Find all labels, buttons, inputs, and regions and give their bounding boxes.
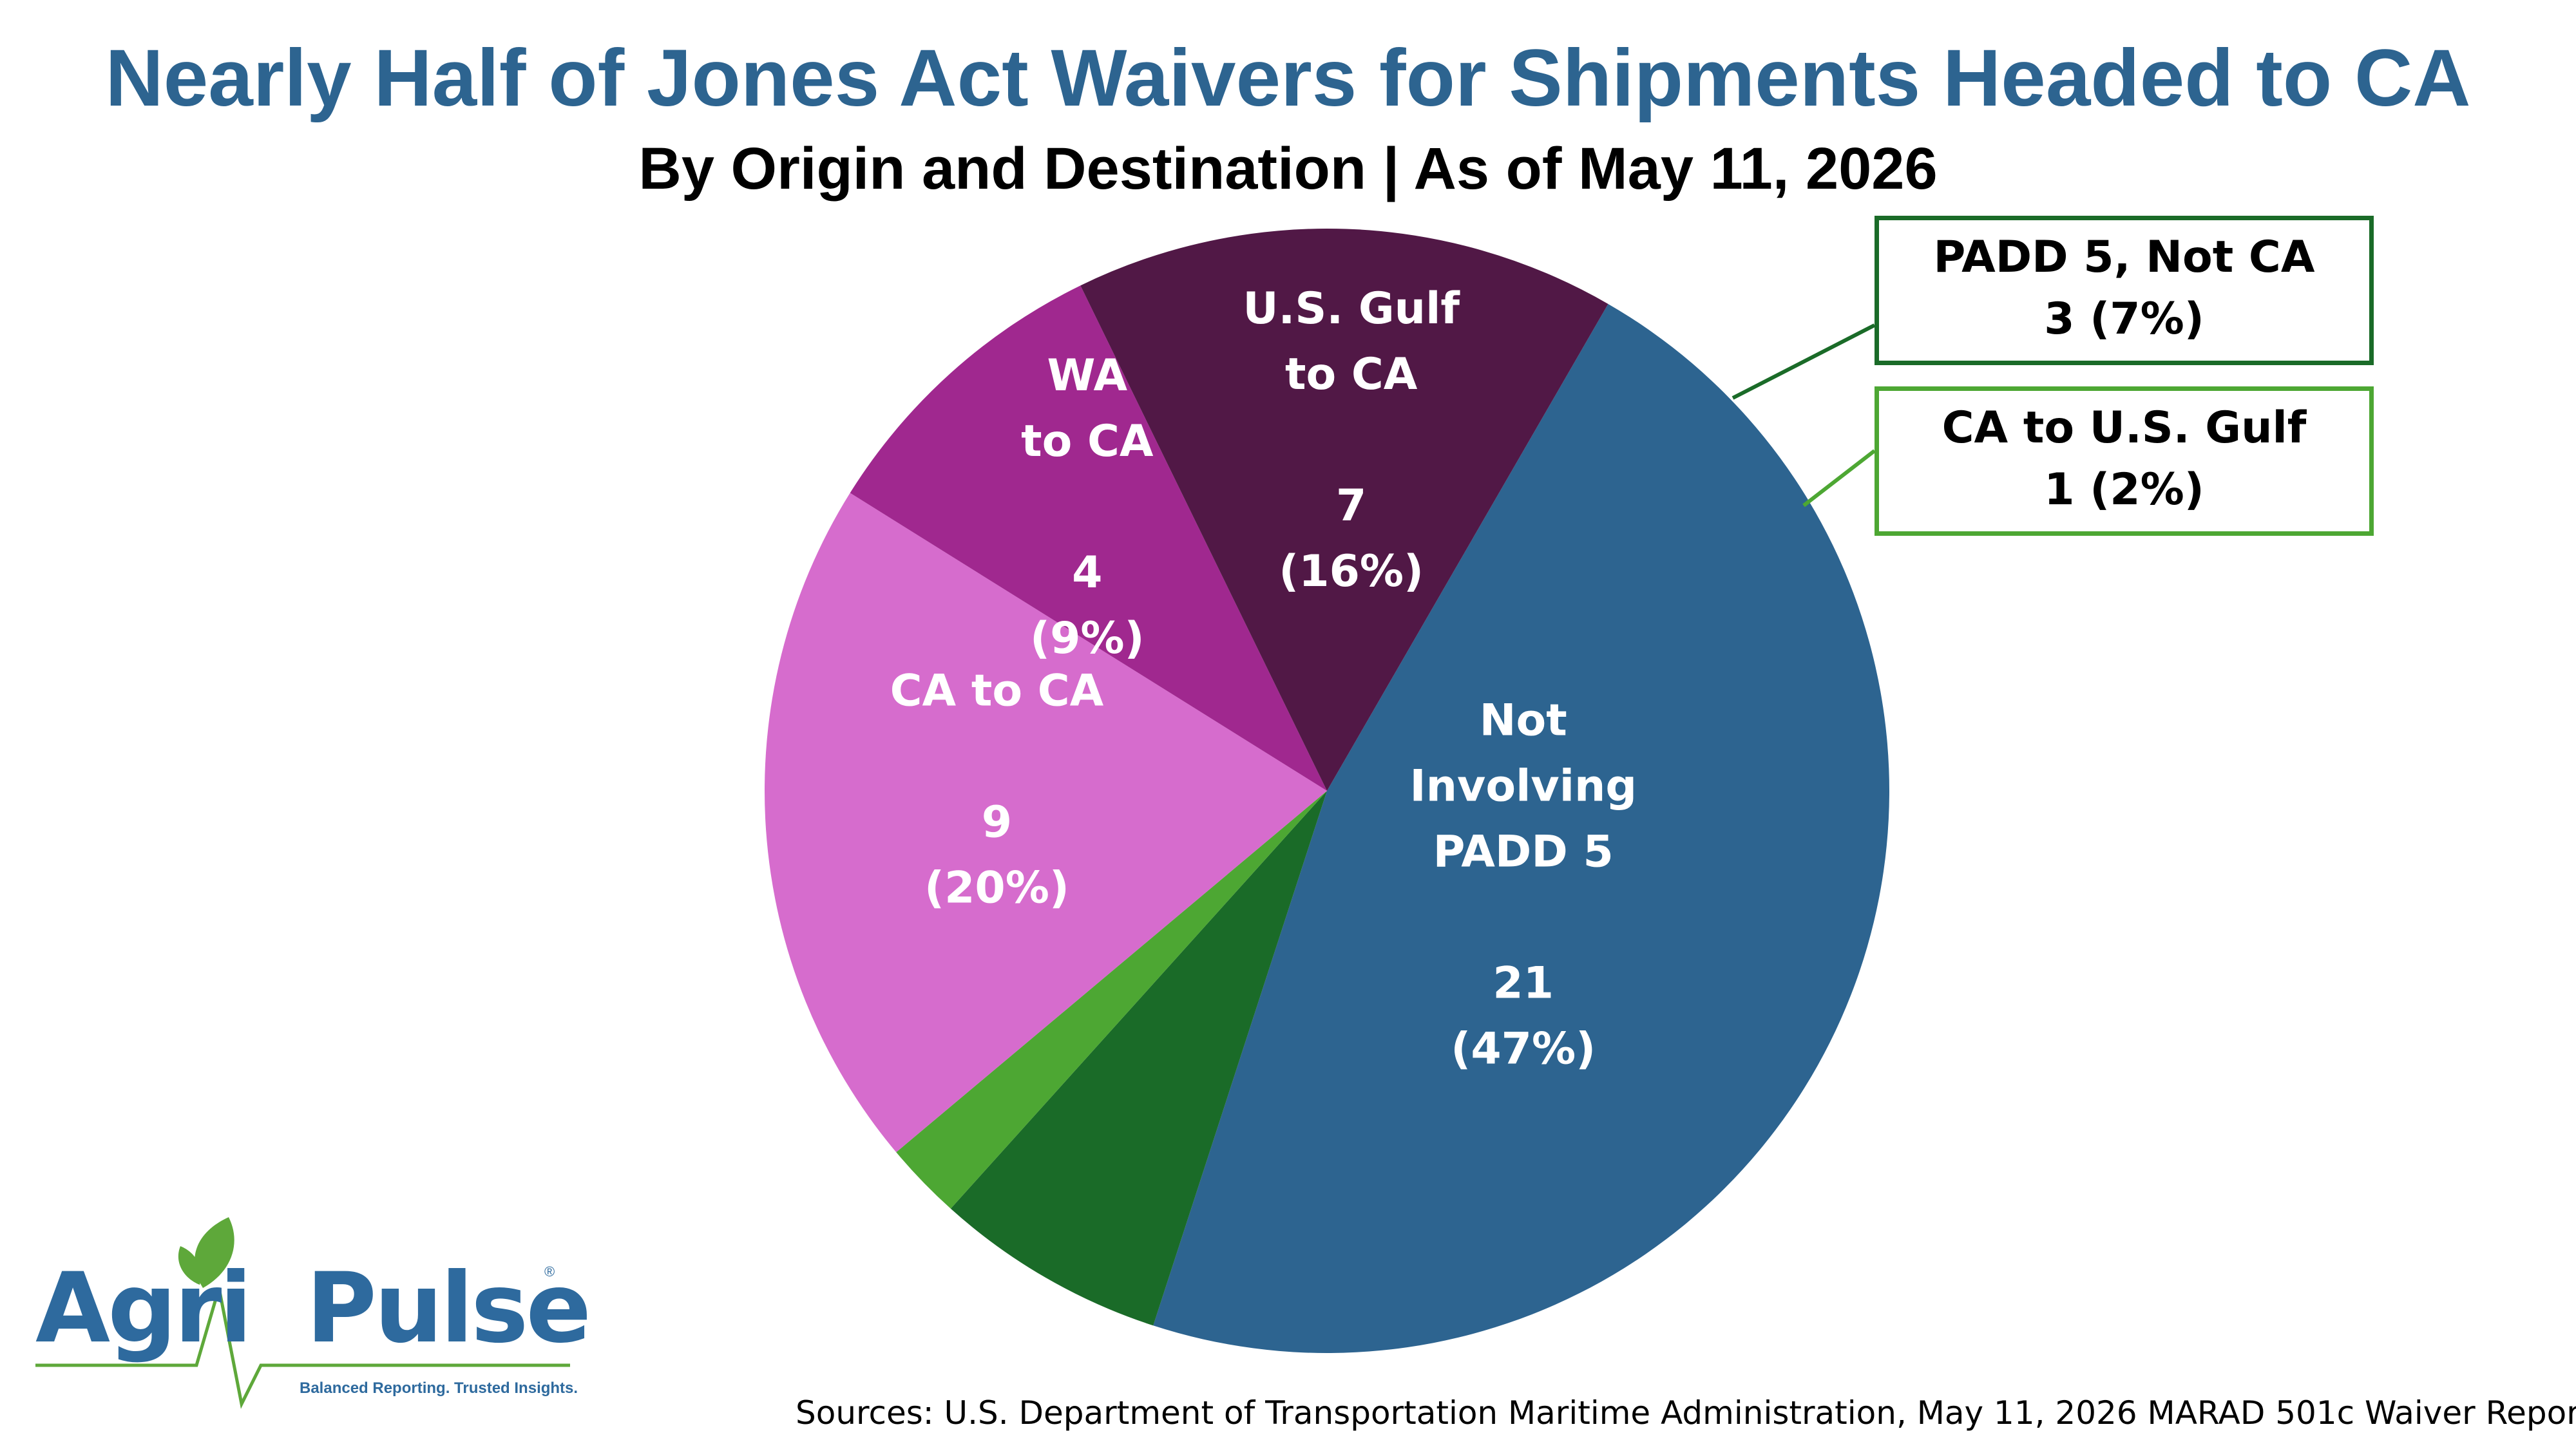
chart-title: Nearly Half of Jones Act Waivers for Shi…	[105, 33, 2471, 123]
logo-registered-mark: ®	[544, 1264, 555, 1280]
slice-label-line: Involving	[1409, 761, 1637, 812]
logo-graphic	[35, 1217, 570, 1409]
pie-slice-wa-to-ca	[850, 285, 1327, 791]
slice-label-line: PADD 5	[1433, 827, 1614, 878]
source-note: Sources: U.S. Department of Transportati…	[796, 1394, 2576, 1432]
pulse-line-icon	[35, 1287, 570, 1409]
leaf-icon	[195, 1217, 234, 1288]
callout-padd5-not-ca-value: 3 (7%)	[2044, 294, 2204, 345]
slice-label-line: 9	[982, 797, 1012, 848]
logo-tagline: Balanced Reporting. Trusted Insights.	[300, 1379, 578, 1397]
leader-line-padd5-not-ca	[1732, 323, 1876, 400]
slice-label-line: (20%)	[924, 863, 1069, 914]
callout-ca-to-us-gulf-value: 1 (2%)	[2044, 464, 2204, 515]
slice-label-line: 21	[1493, 958, 1554, 1009]
pie-slice-ca-to-u-s-gulf	[896, 791, 1327, 1209]
slice-label-line: CA to CA	[890, 666, 1104, 717]
callout-ca-to-us-gulf: CA to U.S. Gulf 1 (2%)	[1875, 386, 2374, 536]
slice-label-line: Not	[1480, 696, 1567, 746]
callout-padd5-not-ca: PADD 5, Not CA 3 (7%)	[1875, 216, 2374, 365]
slice-label-ca-to-ca: CA to CA 9 (20%)	[890, 666, 1104, 914]
agri-pulse-logo: Agri Pulse ® Balanced Reporting. Trusted…	[35, 1217, 591, 1410]
slice-label-line: U.S. Gulf	[1243, 283, 1460, 334]
slice-label-u-s-gulf-to-ca: U.S. Gulf to CA 7 (16%)	[1243, 283, 1460, 597]
pie-slices	[765, 229, 1890, 1354]
callout-padd5-not-ca-label: PADD 5, Not CA	[1933, 232, 2315, 283]
logo-brand-right: Pulse	[306, 1253, 591, 1365]
slice-label-line: (9%)	[1030, 613, 1145, 664]
slice-label-not-involving-padd-5: Not Involving PADD 5 21 (47%)	[1409, 696, 1637, 1075]
leaf-small-icon	[178, 1246, 201, 1285]
slice-label-wa-to-ca: WA to CA 4 (9%)	[1021, 350, 1154, 664]
logo-brand-left: Agri	[35, 1253, 253, 1365]
slice-label-line: 4	[1072, 547, 1102, 598]
slice-label-line: (47%)	[1451, 1024, 1596, 1075]
slice-label-line: to CA	[1285, 349, 1418, 400]
chart-subtitle: By Origin and Destination | As of May 11…	[638, 136, 1938, 202]
slice-label-line: 7	[1336, 480, 1366, 531]
pie-slice-not-involving-padd-5	[1153, 303, 1890, 1354]
leader-line-ca-to-us-gulf	[1802, 449, 1876, 507]
slice-label-line: (16%)	[1279, 546, 1424, 597]
callout-ca-to-us-gulf-label: CA to U.S. Gulf	[1942, 402, 2307, 453]
slice-label-line: WA	[1047, 350, 1128, 401]
pie-slice-labels: Not Involving PADD 5 21 (47%) CA to CA 9 (20%) W…	[890, 283, 1637, 1075]
pie-slice-ca-to-ca	[765, 493, 1327, 1153]
slice-label-line: to CA	[1021, 416, 1154, 467]
pie-slice-padd-5-not-ca	[950, 791, 1327, 1326]
pie-slice-u-s-gulf-to-ca	[1080, 229, 1608, 791]
